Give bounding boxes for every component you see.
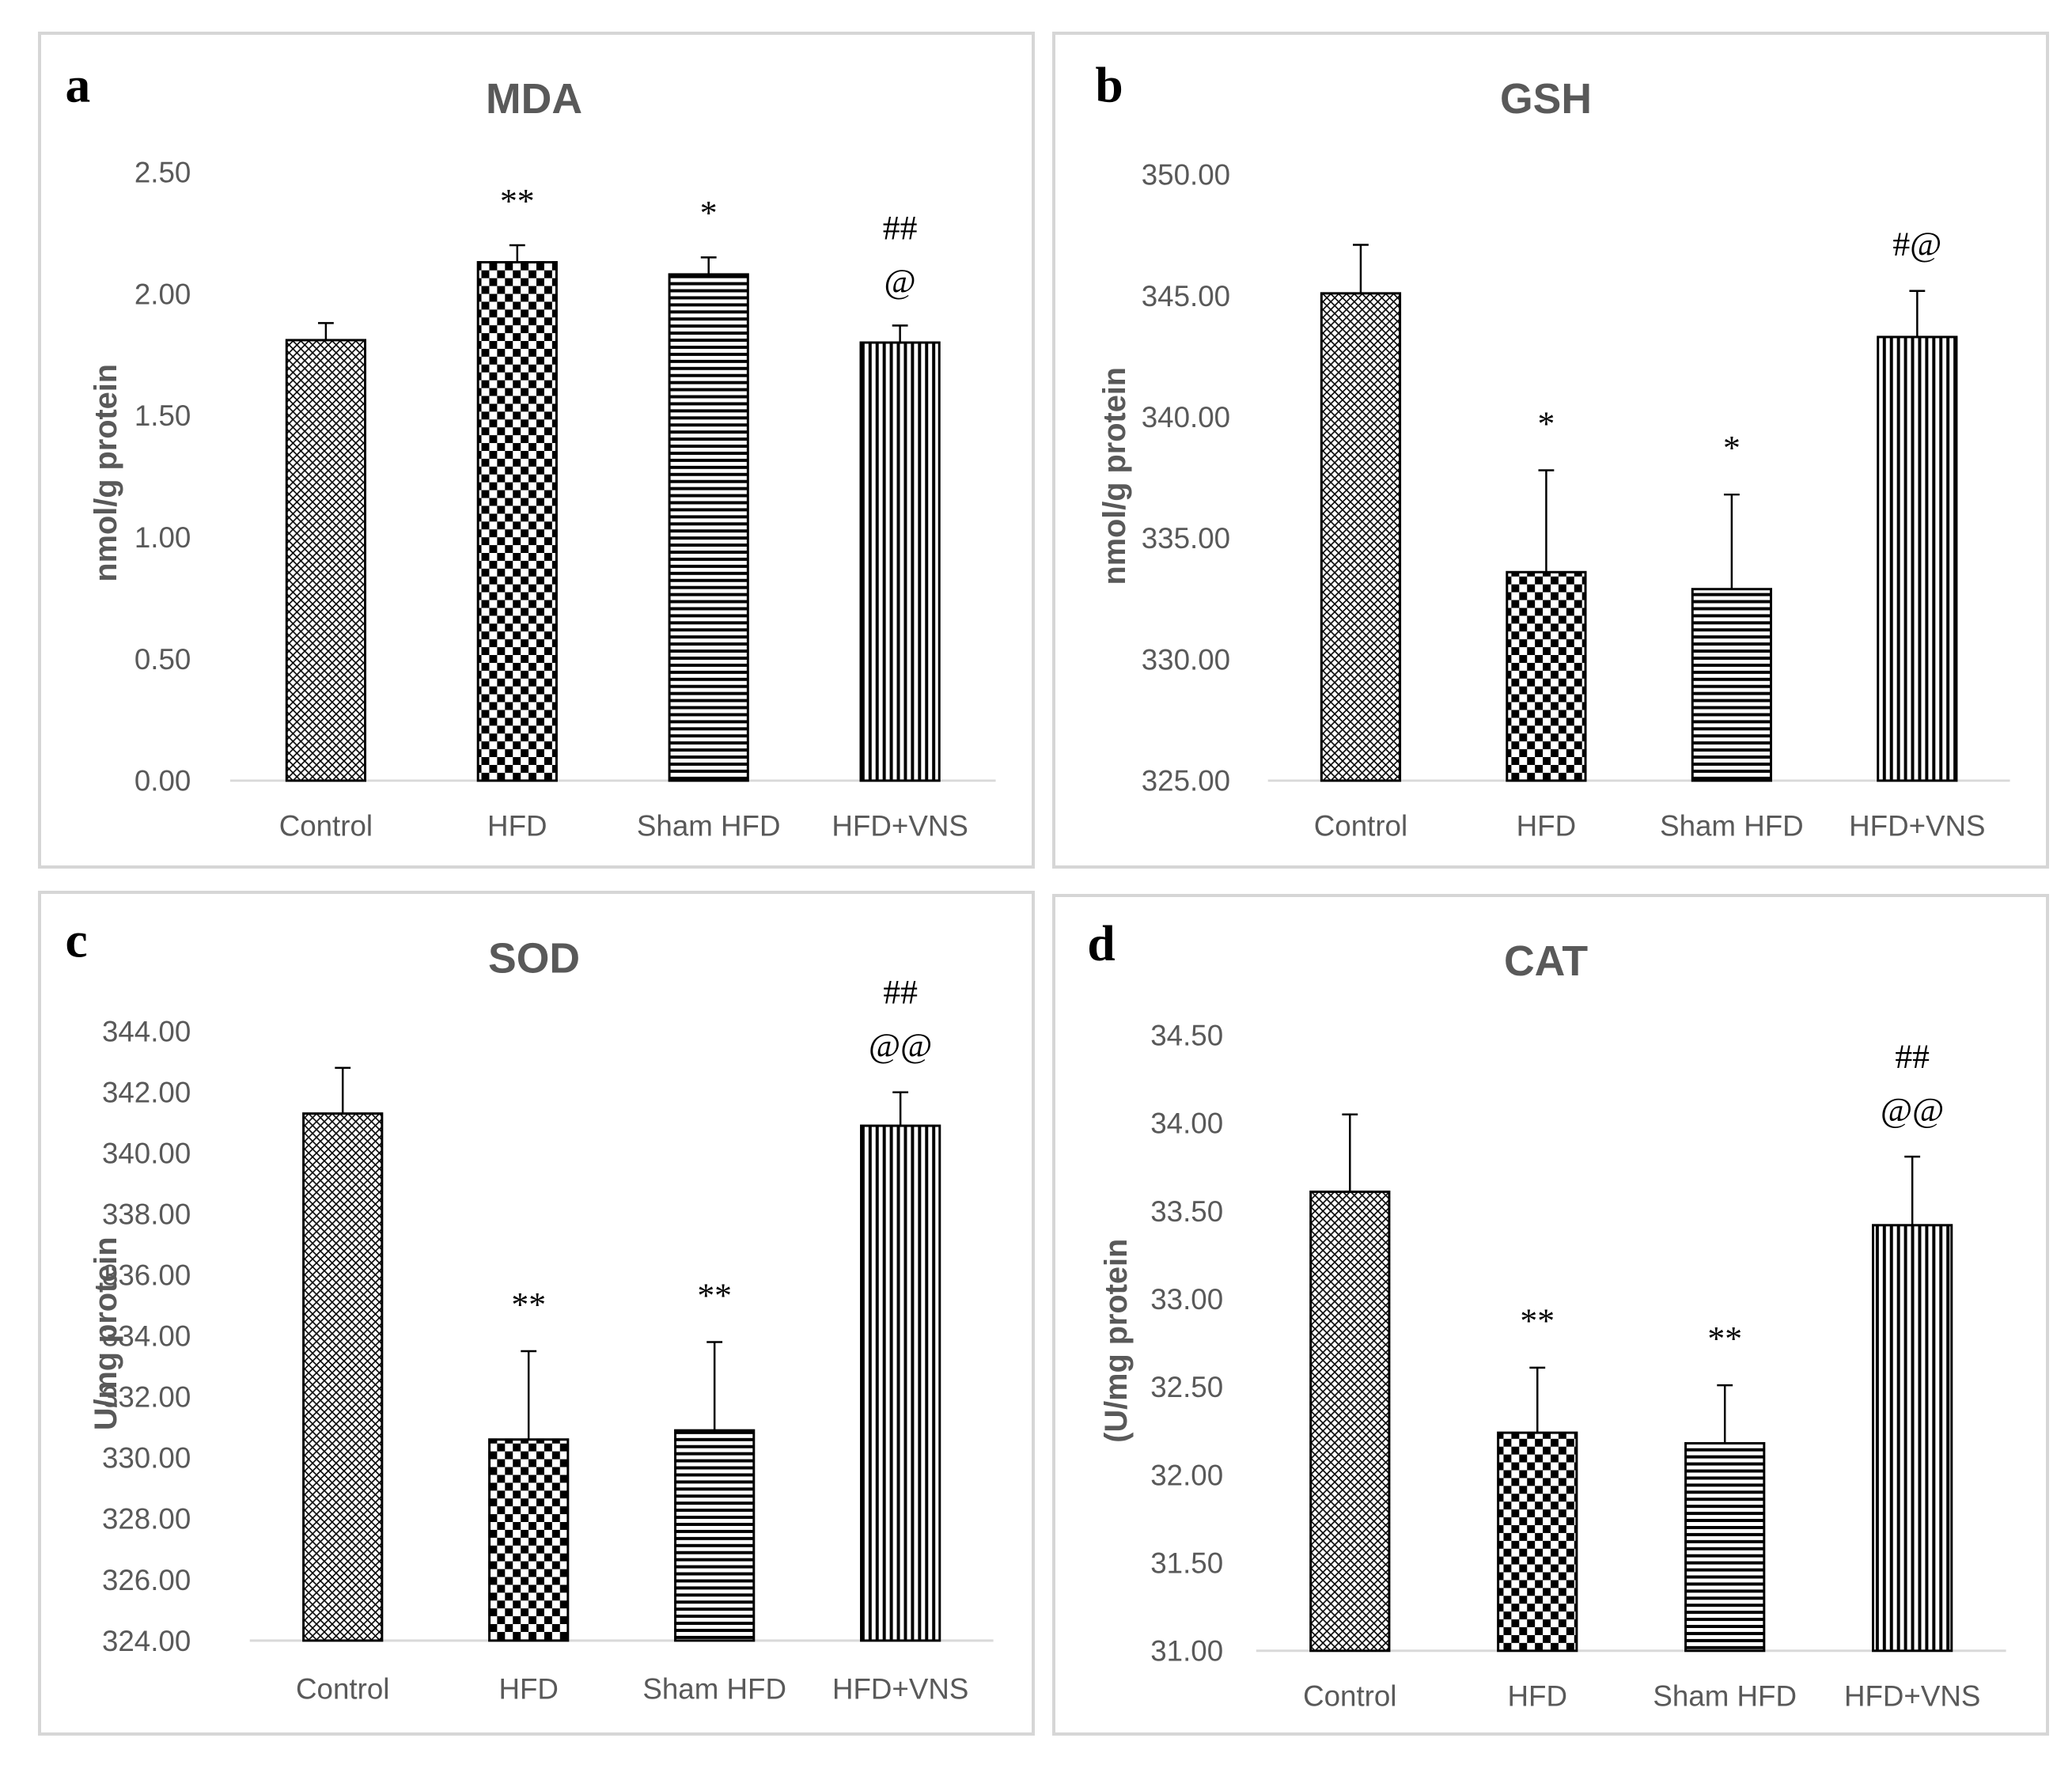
panel-c: c SOD U/mg protein 324.00 326.00 328.00 330… [38,891,1035,1736]
panel-letter: b [1095,56,1123,112]
y-tick-label: 336.00 [102,1259,191,1292]
significance-annotation: ** [1520,1302,1555,1340]
y-tick-label: 32.50 [1150,1371,1223,1403]
y-axis-label: (U/mg protein [1099,1239,1134,1443]
x-category-label: Control [1303,1679,1396,1712]
x-category-label: HFD [498,1672,558,1705]
significance-annotation: ** [511,1285,546,1323]
panel-d: d CAT (U/mg protein 31.00 31.50 32.00 32.50… [1052,894,2049,1736]
significance-annotation: * [700,195,718,233]
y-tick-label: 0.00 [134,765,191,797]
chart-d: d CAT (U/mg protein 31.00 31.50 32.00 32.50… [1087,914,2006,1712]
bar [668,273,749,782]
y-tick-label: 345.00 [1142,280,1230,312]
y-axis-label: nmol/g protein [89,364,123,582]
bar [1506,570,1587,782]
y-axis-label: U/mg protein [89,1236,123,1430]
significance-annotation: @@ [1881,1091,1944,1129]
bar [1497,1431,1578,1653]
y-tick-label: 332.00 [102,1381,191,1414]
y-tick-label: 325.00 [1142,765,1230,797]
x-category-label: HFD [1517,809,1576,842]
y-tick-label: 1.00 [134,521,191,554]
bar [302,1112,384,1642]
x-category-label: HFD [1508,1679,1567,1712]
bar [859,341,941,782]
x-category-label: HFD+VNS [832,1672,968,1705]
x-category-label: Sham HFD [637,809,781,842]
significance-annotation: ** [1707,1320,1742,1357]
panel-letter: c [65,911,87,967]
y-tick-label: 31.50 [1150,1547,1223,1580]
x-category-label: HFD+VNS [1849,809,1985,842]
bar [476,261,558,782]
chart-b: b GSH nmol/g protein 325.00 330.00 335.00 3… [1095,56,2010,842]
x-category-label: HFD+VNS [1844,1679,1980,1712]
x-category-label: Control [1314,809,1407,842]
y-tick-label: 328.00 [102,1503,191,1535]
x-category-label: HFD+VNS [831,809,968,842]
chart-a: a MDA nmol/g protein 0.00 0.50 1.00 1.50 2.0… [66,56,996,842]
y-tick-label: 335.00 [1142,522,1230,555]
significance-annotation: ## [883,209,918,247]
y-tick-label: 0.50 [134,643,191,676]
y-tick-label: 340.00 [1142,401,1230,434]
y-tick-label: 31.00 [1150,1635,1223,1668]
y-tick-label: 324.00 [102,1625,191,1657]
bar [1309,1191,1391,1653]
panel-a: a MDA nmol/g protein 0.00 0.50 1.00 1.50 2.0… [38,32,1035,869]
bar [1684,1441,1766,1653]
y-tick-label: 340.00 [102,1138,191,1170]
y-tick-label: 330.00 [102,1442,191,1475]
y-tick-label: 326.00 [102,1564,191,1596]
bar [488,1438,570,1642]
x-category-label: Control [296,1672,389,1705]
x-category-label: Control [279,809,373,842]
significance-annotation: @ [884,263,916,301]
x-category-label: Sham HFD [1653,1679,1797,1712]
y-axis-label: nmol/g protein [1097,367,1132,585]
x-category-label: Sham HFD [642,1672,786,1705]
bar [860,1124,941,1642]
y-tick-label: 338.00 [102,1198,191,1231]
y-tick-label: 330.00 [1142,643,1230,676]
chart-title: GSH [1500,75,1592,123]
bar [1691,588,1772,782]
bar [1320,292,1402,782]
y-tick-label: 2.50 [134,157,191,189]
y-tick-label: 342.00 [102,1077,191,1109]
significance-annotation: * [1538,405,1555,443]
significance-annotation: ** [697,1277,732,1315]
bar [1877,335,1958,782]
significance-annotation: #@ [1892,225,1941,263]
y-tick-label: 34.50 [1150,1020,1223,1052]
y-tick-label: 344.00 [102,1016,191,1048]
chart-c: c SOD U/mg protein 324.00 326.00 328.00 330… [65,911,994,1705]
y-tick-label: 33.50 [1150,1195,1223,1228]
y-tick-label: 2.00 [134,278,191,310]
x-category-label: HFD [487,809,547,842]
y-tick-label: 33.00 [1150,1283,1223,1316]
bar [674,1429,756,1642]
bar [1872,1224,1953,1653]
y-tick-label: 350.00 [1142,159,1230,191]
chart-title: MDA [486,75,582,123]
panel-letter: d [1087,914,1115,971]
significance-annotation: ## [883,974,918,1012]
significance-annotation: ** [500,182,535,220]
significance-annotation: ## [1895,1038,1930,1076]
y-tick-label: 334.00 [102,1320,191,1353]
panel-b: b GSH nmol/g protein 325.00 330.00 335.00 3… [1052,32,2049,869]
y-tick-label: 34.00 [1150,1108,1223,1140]
chart-title: CAT [1504,937,1588,985]
significance-annotation: * [1723,430,1741,468]
bar [285,339,367,782]
x-category-label: Sham HFD [1660,809,1804,842]
panel-letter: a [66,56,91,112]
chart-title: SOD [488,934,580,982]
y-tick-label: 1.50 [134,399,191,432]
significance-annotation: @@ [869,1027,932,1065]
y-tick-label: 32.00 [1150,1459,1223,1491]
